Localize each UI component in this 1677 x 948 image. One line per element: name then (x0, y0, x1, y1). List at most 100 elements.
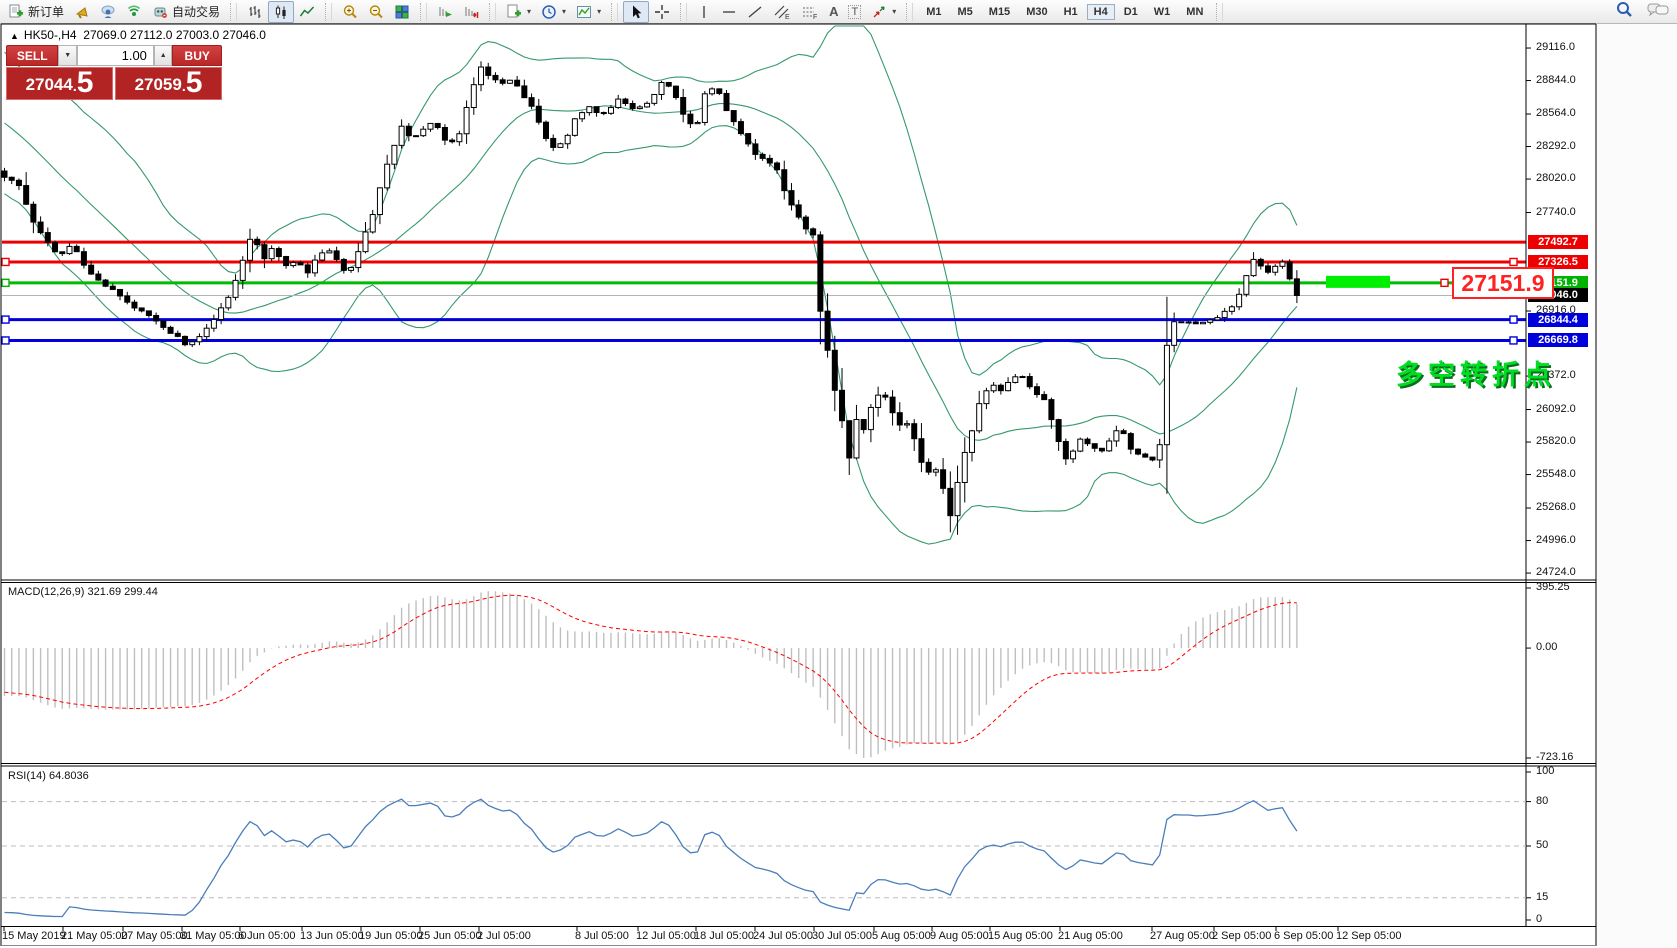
candle (189, 341, 196, 346)
volume-increase-button[interactable]: ▲ (153, 45, 173, 66)
candle (737, 121, 744, 135)
timeframe-button-M15[interactable]: M15 (988, 5, 1011, 18)
timeframe-button-M1[interactable]: M1 (926, 5, 942, 18)
candle (557, 143, 564, 148)
candle (1041, 394, 1048, 401)
candle (904, 423, 910, 426)
crosshair-tool-button[interactable] (649, 1, 675, 23)
timeframe-button-MN[interactable]: MN (1186, 5, 1204, 18)
toolbar-separator (906, 2, 914, 21)
candle (1257, 258, 1264, 267)
vertical-line-tool[interactable] (692, 1, 716, 23)
candle (1163, 344, 1170, 446)
candle (1149, 456, 1156, 461)
chat-icon[interactable] (1647, 2, 1669, 21)
timeframe-button-M5[interactable]: M5 (957, 5, 973, 18)
candle (781, 169, 788, 192)
bollinger-band-line (4, 125, 1298, 545)
community-button[interactable] (95, 1, 121, 23)
candle (196, 336, 203, 343)
autoscroll-button[interactable] (432, 1, 458, 23)
text-label-tool[interactable]: T (843, 1, 866, 23)
cloud-person-icon (100, 4, 116, 20)
line-chart-button[interactable] (294, 1, 320, 23)
candle (246, 238, 253, 261)
candle (340, 258, 347, 271)
candle (1221, 310, 1228, 319)
candle (160, 320, 167, 328)
new-chart-icon (506, 4, 522, 20)
candle (680, 96, 687, 115)
macd-indicator-label: MACD(12,26,9) 321.69 299.44 (8, 586, 158, 598)
candlestick-chart-button[interactable] (268, 0, 295, 23)
timeframe-button-D1[interactable]: D1 (1123, 5, 1138, 18)
volume-decrease-button[interactable]: ▼ (58, 45, 77, 66)
svg-text:E: E (785, 14, 790, 20)
candle (210, 318, 217, 329)
candle (492, 74, 499, 81)
vertical-line-icon (697, 4, 711, 20)
candle (434, 122, 441, 129)
volume-input[interactable]: 1.00 (76, 45, 154, 66)
toolbar-separator (325, 2, 333, 21)
candle (1286, 261, 1293, 280)
publish-button[interactable] (69, 1, 95, 23)
trendline-tool[interactable] (742, 1, 768, 23)
candle (153, 314, 160, 322)
search-icon[interactable] (1615, 1, 1633, 22)
candle (470, 84, 477, 109)
arrows-tool[interactable]: ▾ (866, 1, 901, 23)
tile-windows-button[interactable] (389, 1, 415, 23)
zoom-out-button[interactable] (363, 1, 389, 23)
buy-price-display[interactable]: 27059. 5 (115, 67, 222, 100)
timeframe-button-H4[interactable]: H4 (1086, 3, 1115, 20)
chart-window (1, 24, 1596, 945)
timeframe-button-M30[interactable]: M30 (1026, 5, 1048, 18)
collapse-arrow-icon[interactable]: ▲ (10, 31, 19, 41)
signals-button[interactable] (121, 1, 147, 23)
cursor-tool-button[interactable] (623, 0, 650, 23)
sell-price-display[interactable]: 27044. 5 (6, 67, 113, 100)
candle (1077, 438, 1084, 452)
candle (391, 144, 398, 165)
periods-button[interactable]: ▾ (536, 1, 571, 23)
candle (275, 248, 282, 258)
line-endpoint-marker (1509, 315, 1518, 324)
candle (1106, 440, 1113, 452)
indicators-button[interactable]: ▾ (571, 1, 606, 23)
sell-price-dot: . (72, 78, 77, 94)
candle (1207, 319, 1214, 323)
new-chart-button[interactable]: ▾ (501, 1, 536, 23)
timeframe-button-W1[interactable]: W1 (1153, 5, 1171, 18)
autotrading-button[interactable]: 自动交易 (147, 1, 225, 23)
fibonacci-tool[interactable]: F (796, 1, 824, 23)
horizontal-line-tool[interactable] (716, 1, 742, 23)
new-order-button[interactable]: 新订单 (3, 1, 69, 23)
channel-tool[interactable]: E (768, 1, 796, 23)
candle (672, 85, 679, 98)
candle (665, 81, 672, 87)
rsi-line (4, 798, 1298, 918)
bar-chart-button[interactable] (242, 1, 268, 23)
candle (80, 251, 87, 266)
candle (759, 153, 766, 159)
buy-button[interactable]: BUY (172, 45, 222, 66)
chart-shift-button[interactable] (458, 1, 484, 23)
sell-button[interactable]: SELL (6, 45, 59, 66)
zoom-in-icon (342, 4, 358, 20)
timeframe-button-H1[interactable]: H1 (1063, 5, 1078, 18)
autotrading-label: 自动交易 (172, 5, 221, 19)
candle (745, 133, 752, 145)
candle (124, 295, 131, 303)
price-annotation-box[interactable]: 27151.9 (1452, 267, 1554, 299)
candle (348, 267, 355, 271)
text-tool[interactable]: A (824, 1, 843, 23)
candle (405, 125, 412, 137)
zoom-in-button[interactable] (337, 1, 363, 23)
candle (138, 307, 145, 312)
candle (376, 187, 383, 216)
macd-signal-line (4, 594, 1297, 744)
candle (109, 285, 116, 290)
candle (932, 469, 939, 473)
